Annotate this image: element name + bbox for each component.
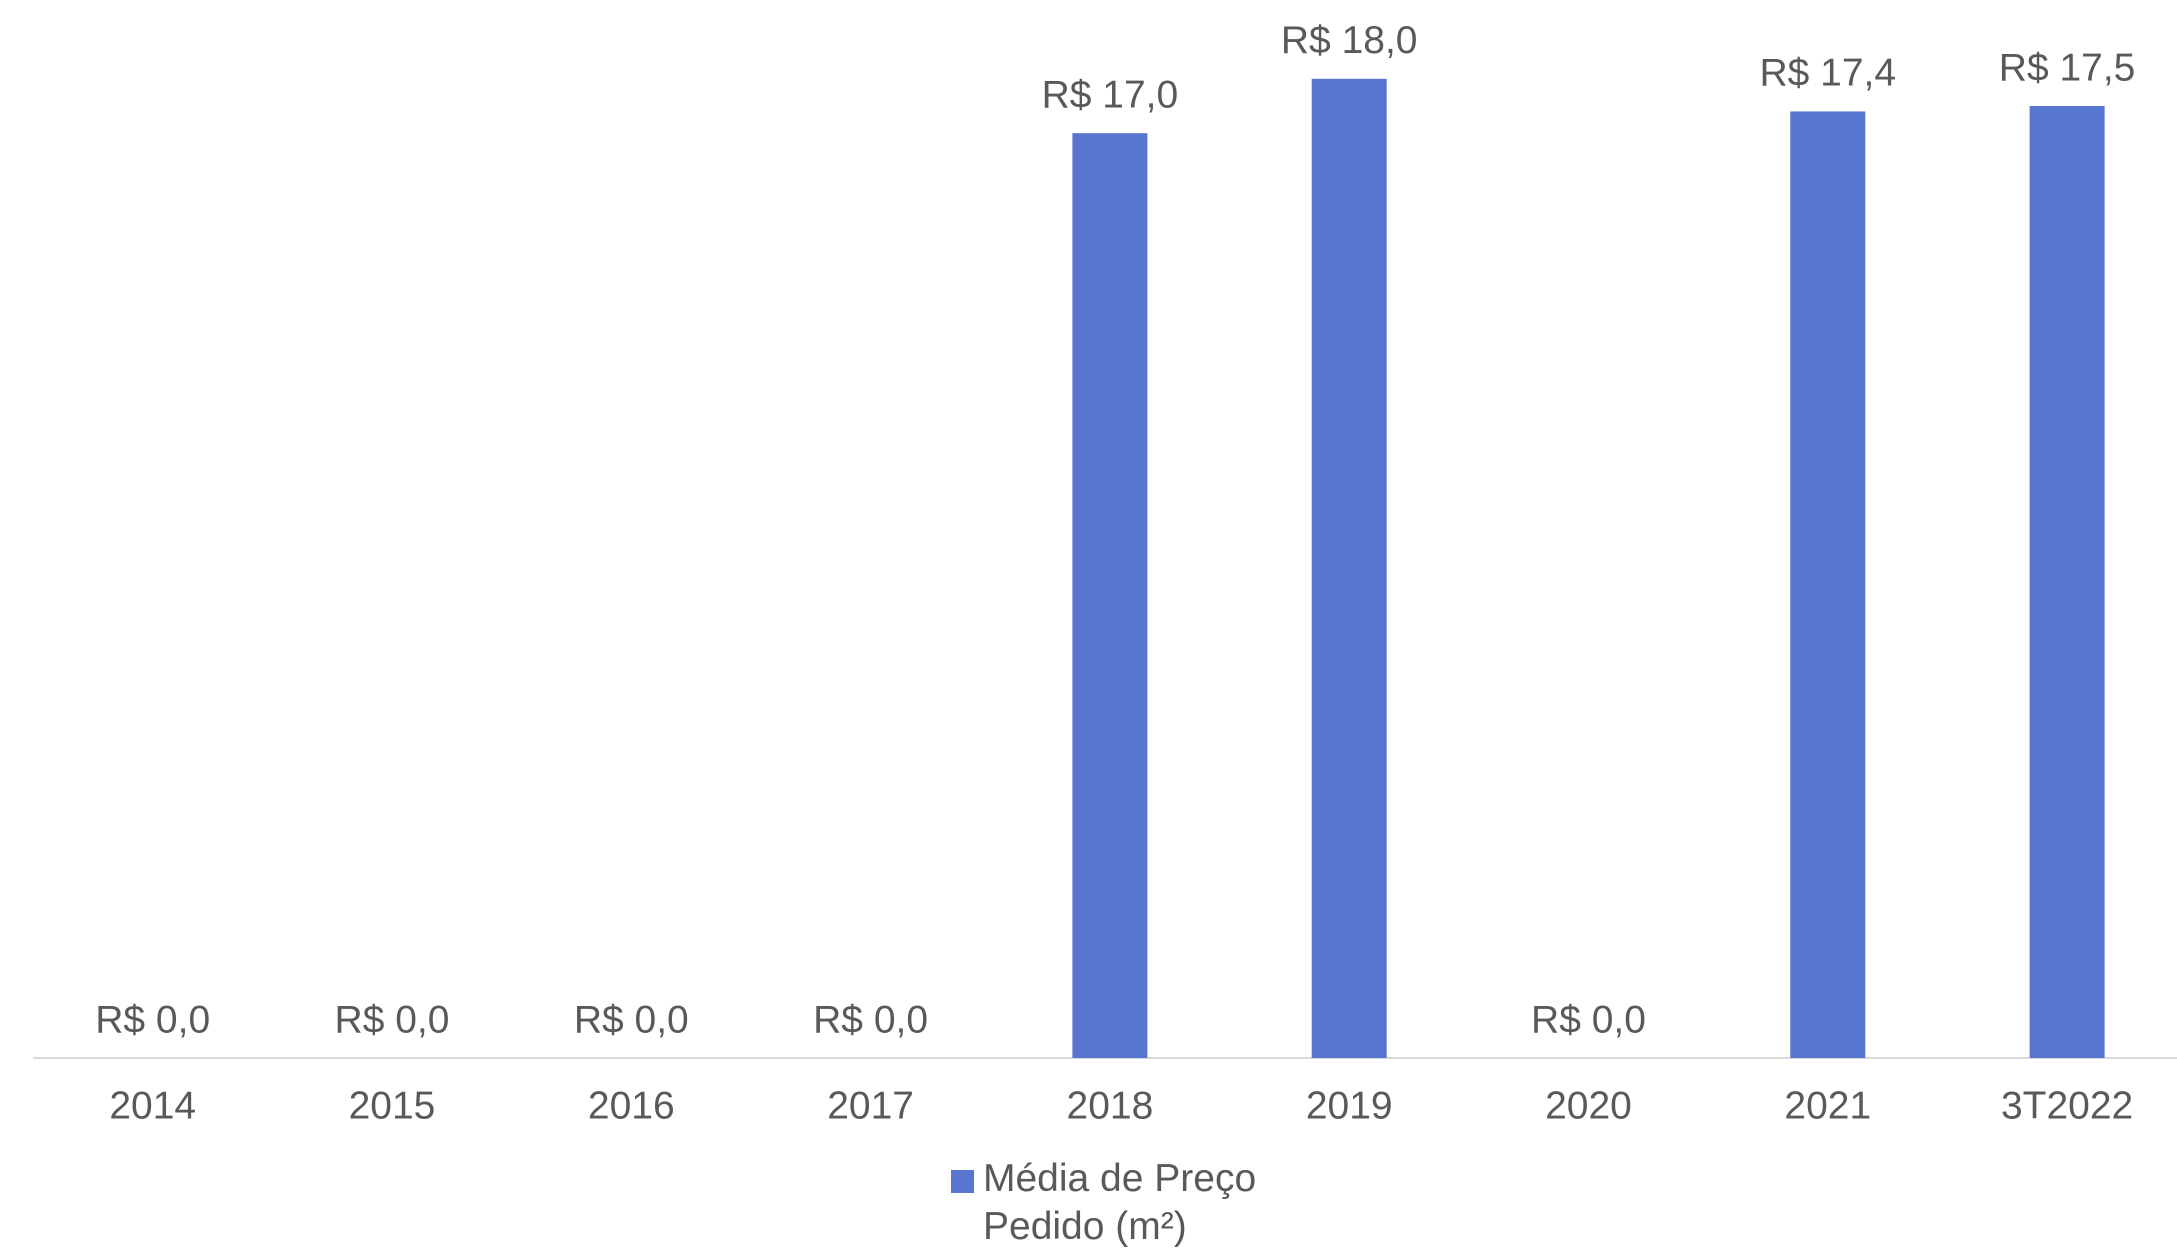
value-label: R$ 17,5 <box>1999 46 2136 89</box>
value-label: R$ 18,0 <box>1281 19 1418 62</box>
bar <box>1072 133 1148 1058</box>
value-label: R$ 0,0 <box>813 998 928 1041</box>
legend: Média de Preço Pedido (m²) <box>951 1155 1303 1251</box>
x-tick-label: 2017 <box>827 1084 914 1127</box>
legend-swatch <box>951 1170 974 1193</box>
value-label: R$ 0,0 <box>574 998 689 1041</box>
value-label: R$ 0,0 <box>335 998 450 1041</box>
x-tick-label: 2018 <box>1067 1084 1154 1127</box>
bar <box>1311 78 1387 1059</box>
bar <box>1790 111 1866 1058</box>
x-tick-label: 2014 <box>109 1084 196 1127</box>
legend-label: Média de Preço Pedido (m²) <box>983 1157 1257 1248</box>
x-tick-label: 2021 <box>1784 1084 1871 1127</box>
x-tick-label: 2019 <box>1306 1084 1393 1127</box>
value-label: R$ 17,0 <box>1042 73 1179 116</box>
value-label: R$ 0,0 <box>1531 998 1646 1041</box>
value-label: R$ 17,4 <box>1759 52 1896 95</box>
x-tick-label: 2020 <box>1545 1084 1632 1127</box>
value-label: R$ 0,0 <box>95 998 210 1041</box>
chart: R$ 0,0 2014 R$ 0,0 2015 R$ 0,0 2016 R$ 0,0 2017… <box>33 19 2177 1127</box>
x-tick-label: 2016 <box>588 1084 675 1127</box>
x-tick-label: 3T2022 <box>2001 1084 2133 1127</box>
bar <box>2029 106 2105 1058</box>
x-tick-label: 2015 <box>349 1084 436 1127</box>
